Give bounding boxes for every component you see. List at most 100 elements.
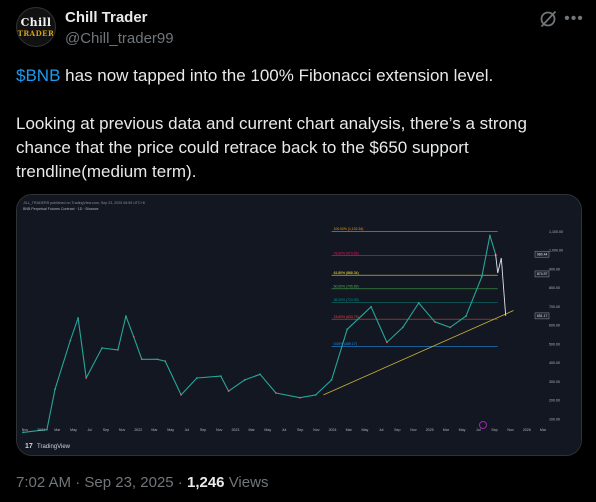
tweet-text: $BNB has now tapped into the 100% Fibona…	[16, 64, 582, 184]
chart-watermark: JILL_TRADERR published on TradingView.co…	[23, 201, 145, 205]
price-point	[125, 315, 127, 318]
time-axis-label: Sep	[200, 428, 206, 432]
time-axis-label: Sep	[491, 428, 497, 432]
more-icon[interactable]: •••	[564, 10, 584, 27]
cashtag-link[interactable]: $BNB	[16, 66, 61, 85]
fib-level-label: 38.20% (723.39)	[334, 298, 359, 302]
price-point	[330, 378, 333, 381]
time-axis-label: Nov	[507, 428, 514, 432]
views-label: Views	[224, 474, 269, 491]
price-point	[85, 377, 88, 379]
time-axis-label: 2025	[426, 428, 434, 432]
time-axis-label: Sep	[394, 428, 400, 432]
price-axis-label: 800.00	[549, 286, 560, 290]
time-axis-label: 2021	[37, 428, 45, 432]
price-point	[275, 392, 277, 394]
price-point	[219, 375, 222, 378]
price-axis-label: 400.00	[549, 361, 560, 365]
time-axis-label: Jul	[476, 428, 481, 432]
time-axis-label: Mar	[346, 428, 353, 432]
chart-image[interactable]: JILL_TRADERR published on TradingView.co…	[16, 194, 582, 456]
views-count: 1,246	[186, 474, 225, 491]
price-line	[22, 234, 497, 433]
price-point	[46, 428, 48, 431]
time-axis-label: 2024	[329, 428, 337, 432]
time-axis-label: Nov	[22, 428, 29, 432]
time-axis-label: Mar	[540, 428, 547, 432]
time-axis-label: May	[70, 428, 77, 432]
time-axis-label: Mar	[443, 428, 450, 432]
tweet-meta: 7:02 AM · Sep 23, 2025 · 1,246 Views	[16, 474, 268, 491]
price-tag-box	[534, 270, 550, 278]
price-axis-label: 900.00	[549, 267, 560, 271]
time-axis-label: May	[459, 428, 466, 432]
price-axis-label: 1,000.00	[549, 249, 563, 253]
tweet-paragraph: $BNB has now tapped into the 100% Fibona…	[16, 64, 582, 88]
time-axis-label: Jul	[185, 428, 190, 432]
support-trendline	[323, 310, 514, 396]
price-tag-label: 651.17	[537, 314, 547, 318]
price-tag-box	[534, 312, 550, 320]
tweet-time[interactable]: 7:02 AM	[16, 474, 72, 491]
price-tag-label: 980.44	[537, 252, 547, 256]
time-axis-label: Mar	[54, 428, 61, 432]
time-axis-label: Sep	[297, 428, 303, 432]
price-point	[488, 234, 491, 237]
time-axis-label: Jul	[87, 428, 92, 432]
price-point	[386, 341, 388, 344]
chart-event-marker	[479, 421, 487, 429]
tweet-paragraph-2: Looking at previous data and current cha…	[16, 114, 527, 181]
price-axis-label: 100.00	[549, 417, 560, 421]
price-point	[22, 431, 24, 434]
time-axis-label: Mar	[249, 428, 256, 432]
tradingview-logo: 17	[25, 443, 33, 450]
time-axis-label: Nov	[410, 428, 417, 432]
tradingview-brand: TradingView	[37, 444, 71, 450]
price-point	[196, 377, 198, 379]
time-axis-label: Nov	[216, 428, 223, 432]
price-point	[417, 302, 420, 304]
price-point	[54, 388, 56, 391]
time-axis-label: Jul	[379, 428, 384, 432]
projection-path	[495, 254, 507, 316]
price-axis-label: 600.00	[549, 324, 560, 328]
author-name[interactable]: Chill Trader	[65, 9, 148, 26]
price-axis-label: 700.00	[549, 305, 560, 309]
avatar-subtext: TRADER	[17, 28, 55, 38]
time-axis-label: 2022	[134, 428, 142, 432]
grok-icon[interactable]	[538, 9, 558, 29]
price-chart: JILL_TRADERR published on TradingView.co…	[17, 195, 581, 455]
price-point	[243, 378, 246, 381]
author-handle[interactable]: @Chill_trader99	[65, 30, 174, 47]
price-point	[346, 328, 349, 331]
price-tag-box	[534, 250, 550, 258]
price-point	[370, 305, 372, 308]
time-axis-label: May	[167, 428, 174, 432]
price-point	[164, 360, 167, 363]
price-point	[449, 326, 452, 329]
price-point	[227, 390, 230, 393]
price-point	[116, 348, 119, 351]
time-axis-label: May	[264, 428, 271, 432]
price-point	[298, 396, 301, 399]
price-point	[77, 317, 80, 319]
avatar[interactable]: Chill TRADER	[16, 7, 56, 47]
price-point	[465, 315, 467, 318]
price-point	[259, 373, 261, 376]
price-point	[140, 358, 143, 361]
price-point	[480, 275, 483, 278]
time-axis-label: Sep	[103, 428, 109, 432]
time-axis-label: May	[362, 428, 369, 432]
time-axis-label: 2023	[231, 428, 239, 432]
price-point	[132, 335, 135, 338]
tweet-date[interactable]: Sep 23, 2025	[84, 474, 174, 491]
time-axis-label: Nov	[313, 428, 320, 432]
price-axis-label: 500.00	[549, 342, 560, 346]
time-axis-label: Mar	[151, 428, 158, 432]
time-axis-label: 2026	[523, 428, 531, 432]
meta-separator-2: ·	[173, 474, 187, 491]
price-point	[101, 347, 103, 349]
price-point	[180, 393, 182, 396]
price-point	[156, 358, 159, 361]
meta-separator: ·	[71, 474, 85, 491]
